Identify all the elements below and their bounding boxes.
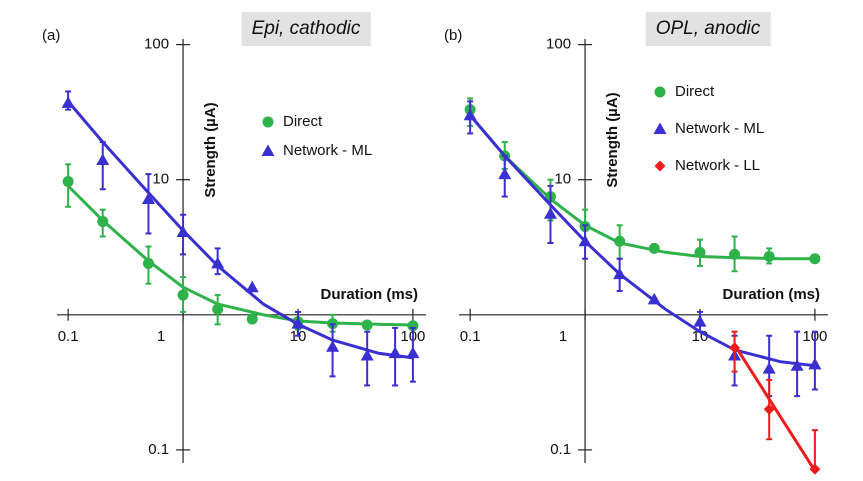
point	[96, 153, 110, 165]
legend-marker	[654, 86, 666, 98]
point	[809, 463, 821, 475]
point	[578, 234, 592, 247]
point	[245, 280, 259, 293]
panel-label: (a)	[42, 27, 60, 44]
point	[694, 246, 706, 258]
error-bar	[99, 141, 106, 191]
point	[211, 256, 225, 269]
point	[97, 216, 109, 228]
point	[463, 108, 477, 121]
point	[543, 207, 557, 219]
point	[141, 192, 155, 204]
legend-label: Network - LL	[675, 157, 760, 174]
point	[142, 257, 154, 269]
point	[763, 403, 775, 415]
point	[176, 225, 190, 238]
title-box	[645, 12, 771, 46]
legend-label: Network - ML	[675, 120, 764, 137]
point	[648, 242, 660, 254]
panel-label: (b)	[444, 27, 462, 44]
fit-curve	[468, 114, 815, 261]
y-tick-label: 0.1	[148, 441, 169, 458]
point	[729, 248, 741, 260]
y-tick-label: 100	[546, 36, 571, 53]
y-axis-label: Strength (µA)	[604, 92, 621, 187]
error-bar	[811, 429, 818, 470]
point	[326, 340, 340, 352]
title-box	[241, 12, 371, 46]
point	[809, 253, 821, 265]
point	[729, 342, 741, 354]
point	[647, 292, 661, 305]
panel-title: Epi, cathodic	[252, 18, 361, 39]
point	[177, 289, 189, 301]
point	[246, 313, 258, 325]
fit-curve	[468, 114, 816, 368]
point	[762, 362, 776, 374]
x-tick-label: 1	[559, 328, 567, 345]
y-axis-label: Strength (µA)	[202, 102, 219, 197]
point	[61, 96, 75, 108]
point	[763, 251, 775, 263]
point	[388, 346, 402, 359]
point	[693, 315, 707, 327]
point	[808, 357, 822, 370]
x-tick-label: 1	[157, 328, 165, 345]
point	[291, 317, 305, 329]
x-axis-label: Duration (ms)	[321, 286, 419, 303]
y-tick-label: 10	[554, 171, 571, 188]
y-tick-label: 0.1	[550, 441, 571, 458]
fit-curve	[733, 343, 817, 472]
legend-marker	[653, 122, 667, 134]
fit-curve	[66, 100, 414, 360]
point	[406, 346, 420, 359]
point	[790, 359, 804, 371]
fit-curve	[67, 184, 413, 327]
legend-label: Direct	[283, 113, 323, 130]
point	[498, 167, 512, 180]
x-tick-label: 0.1	[460, 328, 481, 345]
x-tick-label: 0.1	[58, 328, 79, 345]
y-tick-label: 100	[144, 36, 169, 53]
legend-marker	[654, 160, 666, 172]
point	[212, 303, 224, 315]
x-axis-label: Duration (ms)	[723, 286, 821, 303]
point	[614, 235, 626, 247]
legend-label: Network - ML	[283, 142, 372, 159]
point	[62, 175, 74, 187]
panel-title: OPL, anodic	[656, 18, 761, 39]
legend-marker	[262, 116, 274, 128]
x-tick-label: 10	[692, 328, 709, 345]
point	[361, 319, 373, 331]
point	[360, 348, 374, 361]
legend-label: Direct	[675, 83, 715, 100]
point	[613, 267, 627, 280]
y-tick-label: 10	[152, 171, 169, 188]
legend-marker	[261, 144, 275, 156]
